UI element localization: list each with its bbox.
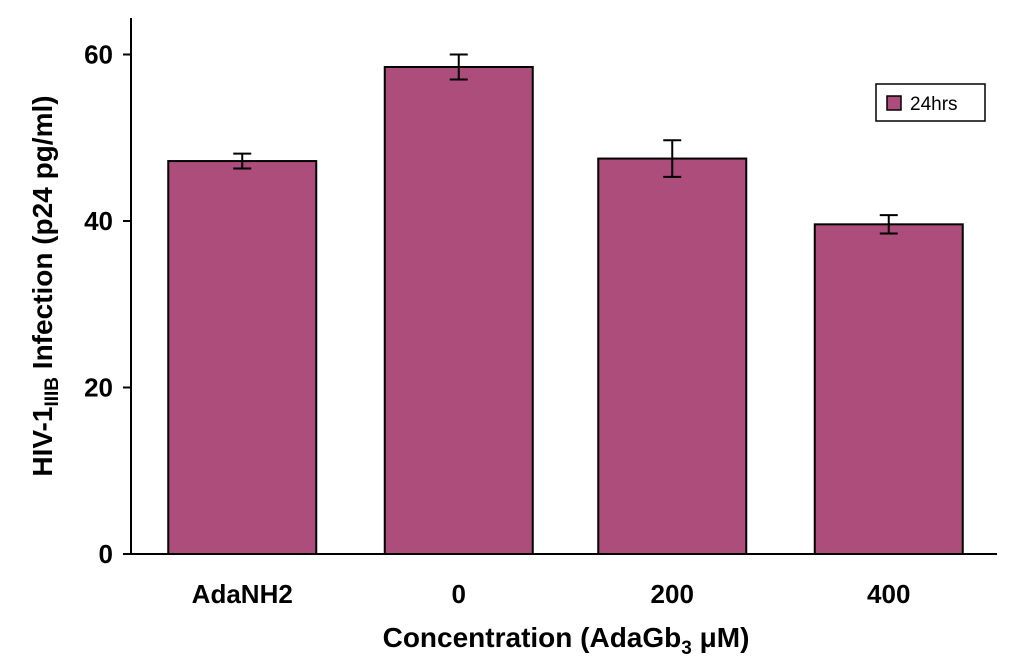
x-axis-title-main: Concentration (AdaGb [383, 622, 682, 653]
category-label-2: 0 [452, 579, 466, 609]
bar-1 [167, 160, 318, 555]
legend-swatch [886, 95, 902, 111]
category-label-1: AdaNH2 [192, 579, 293, 609]
y-tick-label-0: 0 [99, 539, 113, 569]
legend: 24hrs [875, 83, 986, 122]
legend-box [875, 83, 986, 122]
x-categories: AdaNH2 0 200 400 [192, 579, 911, 609]
category-label-4: 400 [867, 579, 910, 609]
x-axis-title: Concentration (AdaGb3 μM) [383, 622, 750, 659]
y-ticks: 0 20 40 60 [84, 40, 131, 569]
error-bar-4 [879, 214, 898, 235]
y-axis-title-subscript: IIIB [42, 377, 63, 407]
error-bar-3 [663, 139, 682, 178]
y-tick-label-20: 20 [84, 373, 113, 403]
x-axis-title-subscript: 3 [681, 638, 692, 659]
bars [167, 65, 964, 556]
bar-4 [813, 223, 964, 556]
y-axis-title-rest: Infection (p24 pg/ml) [27, 95, 58, 377]
y-tick-label-40: 40 [84, 206, 113, 236]
bar-3 [597, 157, 748, 555]
bar-2 [383, 65, 534, 556]
error-bar-2 [449, 53, 468, 81]
x-axis-title-rest: μM) [692, 622, 750, 653]
legend-label: 24hrs [910, 94, 958, 115]
y-axis-title: HIV-1IIIB Infection (p24 pg/ml) [27, 95, 63, 476]
y-tick-label-60: 60 [84, 40, 113, 70]
category-label-3: 200 [651, 579, 694, 609]
y-axis-title-main: HIV-1 [27, 407, 58, 477]
error-bars [233, 53, 898, 235]
error-bar-1 [233, 152, 252, 170]
